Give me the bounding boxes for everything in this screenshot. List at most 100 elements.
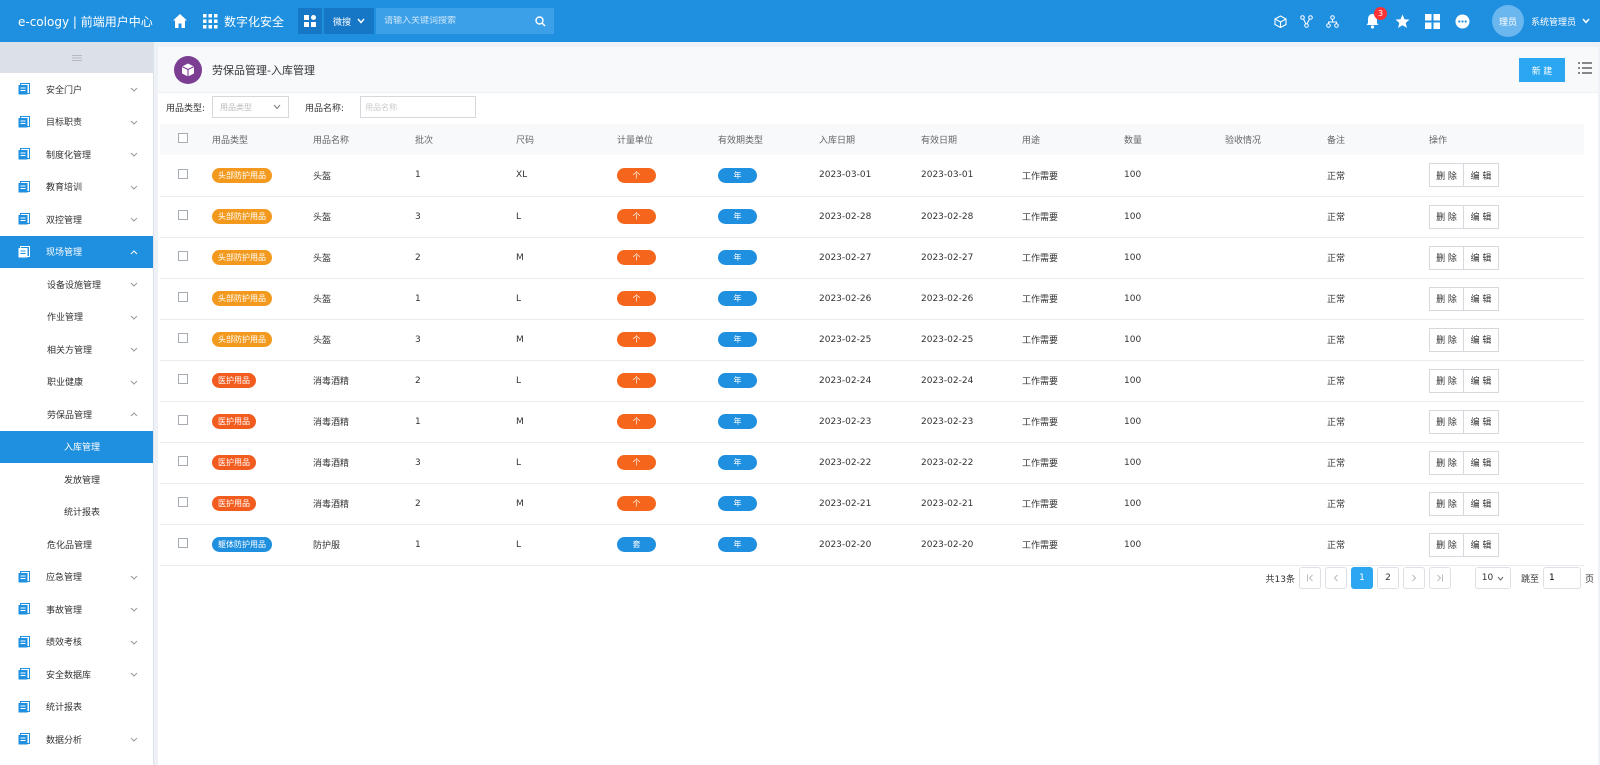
- search-input[interactable]: [384, 16, 525, 26]
- table-row[interactable]: 医护用品 消毒酒精 2 M 个 年 2023-02-21 2023-02-21 工作需要 100 正…: [160, 483, 1584, 524]
- delete-button[interactable]: 删 除: [1429, 532, 1464, 557]
- module-switch-icon[interactable]: [298, 8, 323, 34]
- page-button-1[interactable]: 1: [1350, 567, 1373, 589]
- sidebar-item[interactable]: 统计报表: [0, 496, 153, 529]
- row-checkbox[interactable]: [178, 415, 188, 425]
- org-chart-icon[interactable]: [1320, 0, 1346, 42]
- select-all-checkbox[interactable]: [178, 133, 188, 143]
- row-checkbox[interactable]: [178, 210, 188, 220]
- delete-button[interactable]: 删 除: [1429, 286, 1464, 311]
- name-filter-input[interactable]: [360, 96, 477, 118]
- bell-icon[interactable]: 3: [1360, 0, 1387, 42]
- row-checkbox[interactable]: [178, 251, 188, 261]
- row-checkbox[interactable]: [178, 292, 188, 302]
- batch-cell: 3: [415, 457, 421, 468]
- table-row[interactable]: 头部防护用品 头盔 1 L 个 年 2023-02-26 2023-02-26 工作需要 100 正…: [160, 278, 1584, 319]
- edit-button[interactable]: 编 辑: [1464, 163, 1499, 188]
- sidebar-item[interactable]: 现场管理: [0, 235, 153, 268]
- page-size-select[interactable]: 10: [1474, 567, 1511, 589]
- sidebar-item[interactable]: 设备设施管理: [0, 268, 153, 301]
- page-button-2[interactable]: 2: [1376, 567, 1399, 589]
- edit-button[interactable]: 编 辑: [1464, 327, 1499, 352]
- home-icon[interactable]: [168, 9, 192, 33]
- sidebar-item[interactable]: 危化品管理: [0, 528, 153, 561]
- delete-button[interactable]: 删 除: [1429, 409, 1464, 434]
- edit-button[interactable]: 编 辑: [1464, 286, 1499, 311]
- sidebar-item[interactable]: 目标职责: [0, 106, 153, 139]
- sidebar-item[interactable]: 制度化管理: [0, 138, 153, 171]
- edit-button[interactable]: 编 辑: [1464, 368, 1499, 393]
- sidebar-item[interactable]: 事故管理: [0, 593, 153, 626]
- delete-button[interactable]: 删 除: [1429, 491, 1464, 516]
- first-page-button[interactable]: [1298, 567, 1321, 589]
- delete-button[interactable]: 删 除: [1429, 245, 1464, 270]
- row-checkbox[interactable]: [178, 538, 188, 548]
- sidebar-item[interactable]: 发放管理: [0, 463, 153, 496]
- edit-button[interactable]: 编 辑: [1464, 532, 1499, 557]
- next-page-button[interactable]: [1402, 567, 1425, 589]
- table-row[interactable]: 躯体防护用品 防护服 1 L 套 年 2023-02-20 2023-02-20 工作需要 100…: [160, 524, 1584, 565]
- jump-page-input[interactable]: [1542, 567, 1581, 589]
- prev-page-button[interactable]: [1324, 567, 1347, 589]
- delete-button[interactable]: 删 除: [1429, 327, 1464, 352]
- chevron-down-icon[interactable]: [1582, 18, 1590, 24]
- table-row[interactable]: 医护用品 消毒酒精 1 M 个 年 2023-02-23 2023-02-23 工作需要 100 正…: [160, 401, 1584, 442]
- sidebar-item[interactable]: 入库管理: [0, 430, 153, 463]
- sidebar-item[interactable]: 安全门户: [0, 73, 153, 106]
- sidebar-item[interactable]: 劳保品管理: [0, 398, 153, 431]
- last-page-button[interactable]: [1428, 567, 1451, 589]
- sidebar-item[interactable]: 教育培训: [0, 171, 153, 204]
- row-checkbox[interactable]: [178, 497, 188, 507]
- edit-button[interactable]: 编 辑: [1464, 204, 1499, 229]
- usage-cell: 工作需要: [1022, 254, 1059, 264]
- sidebar-item[interactable]: 相关方管理: [0, 333, 153, 366]
- edit-button[interactable]: 编 辑: [1464, 450, 1499, 475]
- table-row[interactable]: 医护用品 消毒酒精 2 L 个 年 2023-02-24 2023-02-24 工作需要 100 正…: [160, 360, 1584, 401]
- sidebar-collapse-toggle[interactable]: [0, 42, 153, 73]
- chat-more-icon[interactable]: [1450, 0, 1476, 42]
- jump-label: 跳至: [1520, 574, 1539, 585]
- ops-cell: 删 除编 辑: [1429, 319, 1584, 360]
- table-row[interactable]: 医护用品 消毒酒精 3 L 个 年 2023-02-22 2023-02-22 工作需要 100 正…: [160, 442, 1584, 483]
- delete-button[interactable]: 删 除: [1429, 368, 1464, 393]
- edit-button[interactable]: 编 辑: [1464, 409, 1499, 434]
- cube-icon[interactable]: [1268, 0, 1294, 42]
- list-menu-icon[interactable]: [1578, 62, 1592, 74]
- username[interactable]: 系统管理员: [1530, 17, 1576, 28]
- sidebar-item[interactable]: 统计报表: [0, 691, 153, 724]
- sidebar-item[interactable]: 双控管理: [0, 203, 153, 236]
- sidebar-item[interactable]: 绩效考核: [0, 626, 153, 659]
- sidebar-item[interactable]: 数据分析: [0, 723, 153, 756]
- delete-button[interactable]: 删 除: [1429, 163, 1464, 188]
- search-box: [376, 8, 555, 34]
- app-title[interactable]: 数字化安全: [224, 14, 285, 29]
- search-scope-select[interactable]: 微搜: [324, 8, 375, 34]
- valid-type-tag: 年: [718, 209, 757, 224]
- type-filter-select[interactable]: 用品类型: [212, 96, 290, 118]
- search-icon[interactable]: [535, 15, 546, 27]
- sidebar-item[interactable]: 作业管理: [0, 301, 153, 334]
- sidebar-item[interactable]: 应急管理: [0, 561, 153, 594]
- row-checkbox[interactable]: [178, 333, 188, 343]
- chevron-left-icon: [1333, 574, 1338, 582]
- table-row[interactable]: 头部防护用品 头盔 3 M 个 年 2023-02-25 2023-02-25 工作需要 100 正…: [160, 319, 1584, 360]
- table-row[interactable]: 头部防护用品 头盔 3 L 个 年 2023-02-28 2023-02-28 工作需要 100 正…: [160, 196, 1584, 237]
- dashboard-grid-icon[interactable]: [1420, 0, 1446, 42]
- grid-apps-icon[interactable]: [198, 9, 222, 33]
- sidebar-item[interactable]: 安全数据库: [0, 658, 153, 691]
- sidebar-item[interactable]: 职业健康: [0, 366, 153, 399]
- new-button[interactable]: 新 建: [1519, 58, 1565, 82]
- delete-button[interactable]: 删 除: [1429, 450, 1464, 475]
- row-checkbox[interactable]: [178, 456, 188, 466]
- delete-button[interactable]: 删 除: [1429, 204, 1464, 229]
- star-icon[interactable]: [1390, 0, 1416, 42]
- table-row[interactable]: 头部防护用品 头盔 1 XL 个 年 2023-03-01 2023-03-01 工作需要 100…: [160, 155, 1584, 196]
- edit-button[interactable]: 编 辑: [1464, 491, 1499, 516]
- in-date-cell: 2023-02-25: [819, 334, 872, 345]
- row-checkbox[interactable]: [178, 168, 188, 179]
- table-row[interactable]: 头部防护用品 头盔 2 M 个 年 2023-02-27 2023-02-27 工作需要 100 正…: [160, 237, 1584, 278]
- avatar[interactable]: 理员: [1491, 5, 1524, 37]
- workflow-icon[interactable]: [1294, 0, 1320, 42]
- edit-button[interactable]: 编 辑: [1464, 245, 1499, 270]
- row-checkbox[interactable]: [178, 374, 188, 384]
